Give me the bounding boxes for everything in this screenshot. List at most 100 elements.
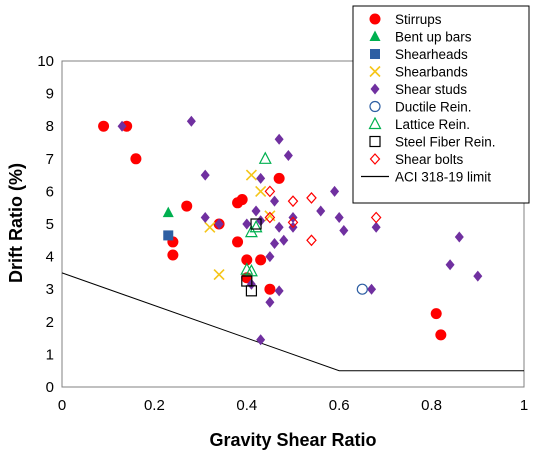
series-ductile-rein <box>356 283 368 295</box>
legend-label-shear-studs: Shear studs <box>395 82 467 97</box>
legend-marker-steel-fiber-rein <box>369 135 381 148</box>
shear-studs-point <box>279 234 289 246</box>
legend-label-shearbands: Shearbands <box>395 65 468 80</box>
series-shear-bolts <box>264 185 382 247</box>
series-bent-up-bars <box>162 206 174 218</box>
x-marker-stroke <box>204 221 216 233</box>
legend-label-shearheads: Shearheads <box>395 47 468 62</box>
legend-label-stirrups: Stirrups <box>395 12 442 27</box>
y-tick-label: 5 <box>46 216 54 233</box>
legend-label-shear-bolts: Shear bolts <box>395 152 464 167</box>
stirrups-point <box>430 308 442 320</box>
aci-limit-line <box>61 272 524 372</box>
plot-frame <box>61 60 525 388</box>
shear-bolts-point <box>370 211 382 224</box>
shear-bolts-point <box>264 185 276 198</box>
series-shear-studs <box>117 115 483 346</box>
x-tick-label: 1 <box>520 397 528 414</box>
shear-studs-point <box>265 296 275 308</box>
shear-studs-point <box>367 283 377 295</box>
stirrups-point <box>241 272 253 284</box>
shearbands-point <box>213 268 225 281</box>
y-tick-label: 2 <box>46 314 54 331</box>
x-marker-stroke <box>255 185 267 197</box>
shear-studs-point <box>316 205 326 217</box>
legend-marker-shearheads <box>370 49 380 59</box>
legend-marker-shear-studs <box>370 83 380 95</box>
x-axis-title: Gravity Shear Ratio <box>209 430 376 450</box>
stirrups-point <box>167 249 179 261</box>
shear-studs-point <box>200 169 210 181</box>
legend-box <box>352 5 530 204</box>
legend-label-steel-fiber-rein: Steel Fiber Rein. <box>395 135 496 150</box>
shear-studs-point <box>270 238 280 250</box>
series-shearheads <box>163 230 174 241</box>
legend-label-ductile-rein: Ductile Rein. <box>395 100 472 115</box>
y-axis-title: Drift Ratio (%) <box>6 163 26 283</box>
shear-studs-point <box>445 259 455 271</box>
y-tick-label: 0 <box>46 379 54 396</box>
shear-bolts-point <box>264 211 276 224</box>
x-marker-stroke <box>213 268 225 281</box>
bent-up-bars-point <box>162 206 174 218</box>
legend: Stirrups Bent up bars Shearheads Shearbands… <box>352 5 530 204</box>
plot-area <box>61 60 525 388</box>
series-shearbands <box>204 169 276 281</box>
legend-marker-stirrups <box>369 13 381 25</box>
stirrups-point <box>255 254 267 266</box>
x-tick-label: 0.6 <box>329 397 350 414</box>
shear-studs-point <box>186 115 196 127</box>
ductile-rein-point <box>356 283 368 295</box>
stirrups-point <box>98 120 110 132</box>
y-tick-label: 10 <box>37 53 54 70</box>
shear-studs-point <box>454 231 464 243</box>
stirrups-point <box>130 153 142 165</box>
shear-studs-point <box>274 285 284 297</box>
legend-marker-bent-up-bars <box>369 30 381 41</box>
lattice-rein-point <box>249 219 263 233</box>
legend-marker-shearbands <box>369 65 381 78</box>
data-points-layer <box>98 115 483 346</box>
legend-marker-lattice-rein <box>368 116 382 130</box>
x-tick-label: 0.8 <box>421 397 442 414</box>
shear-bolts-point <box>306 234 317 247</box>
shearheads-point <box>163 230 174 241</box>
stirrups-point <box>241 254 253 266</box>
x-marker-stroke <box>369 65 381 78</box>
shear-studs-point <box>473 270 483 282</box>
shear-studs-point <box>330 185 340 197</box>
stirrups-point <box>232 236 244 248</box>
stirrups-point <box>273 172 285 184</box>
shear-studs-point <box>265 251 275 263</box>
steel-fiber-rein-point <box>245 285 258 297</box>
shearbands-point <box>204 221 216 233</box>
shear-studs-point <box>283 150 293 162</box>
shear-studs-point <box>200 211 210 223</box>
shear-studs-point <box>117 120 127 132</box>
legend-label-bent-up-bars: Bent up bars <box>395 30 472 45</box>
shear-studs-point <box>334 211 344 223</box>
shear-studs-point <box>339 225 349 237</box>
shear-bolts-point <box>287 216 299 229</box>
y-tick-label: 1 <box>46 346 54 363</box>
shear-studs-point <box>251 205 261 217</box>
stirrups-point <box>181 200 193 212</box>
shear-studs-point <box>256 172 266 184</box>
legend-marker-ductile-rein <box>369 100 381 113</box>
legend-marker-shear-bolts <box>369 153 381 165</box>
series-steel-fiber-rein <box>241 218 262 297</box>
legend-label-aci-318-19-limit: ACI 318-19 limit <box>395 170 491 185</box>
shear-studs-point <box>270 195 280 207</box>
lattice-rein-point <box>258 151 272 164</box>
x-tick-label: 0.4 <box>236 397 257 414</box>
stirrups-point <box>264 283 276 295</box>
y-tick-label: 4 <box>46 249 54 266</box>
shear-studs-point <box>242 218 252 230</box>
y-tick-label: 8 <box>46 118 54 135</box>
shear-studs-point <box>371 221 381 233</box>
x-tick-label: 0.2 <box>144 397 165 414</box>
shear-studs-point <box>274 133 284 145</box>
stirrups-point <box>236 194 248 206</box>
aci-limit-layer <box>61 272 524 372</box>
